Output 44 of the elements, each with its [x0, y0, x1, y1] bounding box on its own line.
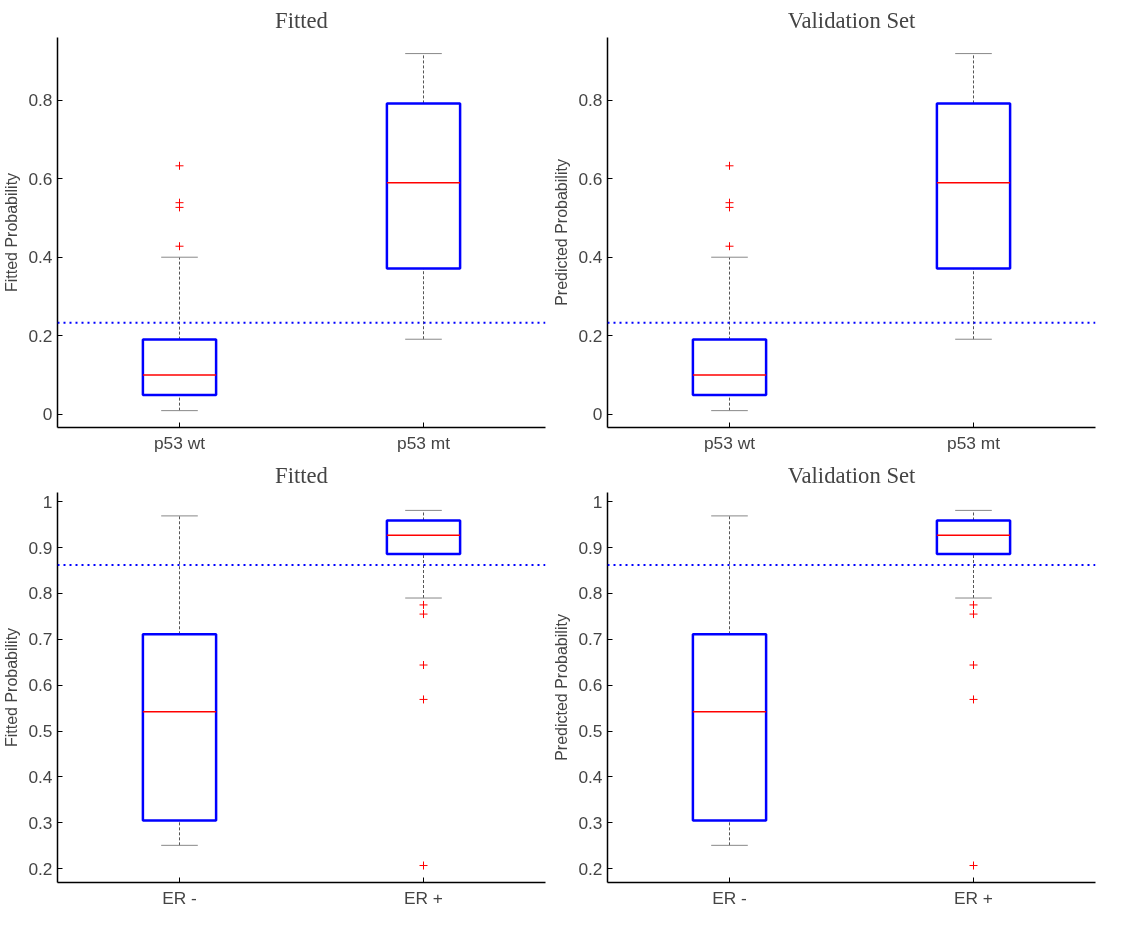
- y-tick-label: 0.8: [28, 583, 53, 604]
- y-tick-label: 0.8: [28, 90, 53, 111]
- y-tick-label: 0.2: [28, 325, 53, 346]
- y-tick-label: 0.6: [578, 675, 603, 696]
- y-tick-label: 0.8: [578, 583, 603, 604]
- y-tick-label: 0.4: [578, 766, 603, 787]
- x-tick-label: ER +: [404, 887, 444, 908]
- y-tick-label: 0.4: [28, 247, 53, 268]
- x-tick-label: p53 wt: [703, 432, 756, 453]
- y-tick-label: 0.2: [28, 858, 53, 879]
- y-tick-label: 0.9: [578, 537, 603, 558]
- y-tick-label: 0.5: [28, 721, 53, 742]
- y-tick-label: 1: [592, 491, 603, 512]
- x-tick-label: p53 wt: [153, 432, 206, 453]
- y-axis-title: Fitted Probability: [3, 627, 21, 748]
- x-tick-label: ER -: [162, 887, 197, 908]
- y-tick-label: 0.6: [28, 168, 53, 189]
- x-tick-label: ER +: [954, 887, 994, 908]
- y-tick-label: 0.5: [578, 721, 603, 742]
- y-axis-title: Predicted Probability: [553, 614, 571, 761]
- x-tick-label: ER -: [712, 887, 747, 908]
- y-axis-title: Fitted Probability: [3, 172, 21, 293]
- chart-title: Fitted: [275, 7, 329, 33]
- y-tick-label: 1: [42, 491, 53, 512]
- y-tick-label: 0.6: [28, 675, 53, 696]
- y-tick-label: 0.3: [578, 812, 603, 833]
- chart-title: Validation Set: [787, 7, 917, 33]
- y-tick-label: 0: [42, 404, 53, 425]
- y-axis-title: Predicted Probability: [553, 159, 571, 306]
- x-tick-label: p53 mt: [397, 432, 451, 453]
- y-tick-label: 0.7: [28, 629, 53, 650]
- x-tick-label: p53 mt: [947, 432, 1001, 453]
- y-tick-label: 0.2: [578, 325, 603, 346]
- chart-title: Fitted: [275, 462, 329, 488]
- y-tick-label: 0.4: [28, 766, 53, 787]
- y-tick-label: 0.3: [28, 812, 53, 833]
- chart-title: Validation Set: [787, 462, 917, 488]
- y-tick-label: 0.4: [578, 247, 603, 268]
- y-tick-label: 0: [592, 404, 603, 425]
- y-tick-label: 0.8: [578, 90, 603, 111]
- y-tick-label: 0.2: [578, 858, 603, 879]
- y-tick-label: 0.6: [578, 168, 603, 189]
- y-tick-label: 0.7: [578, 629, 603, 650]
- y-tick-label: 0.9: [28, 537, 53, 558]
